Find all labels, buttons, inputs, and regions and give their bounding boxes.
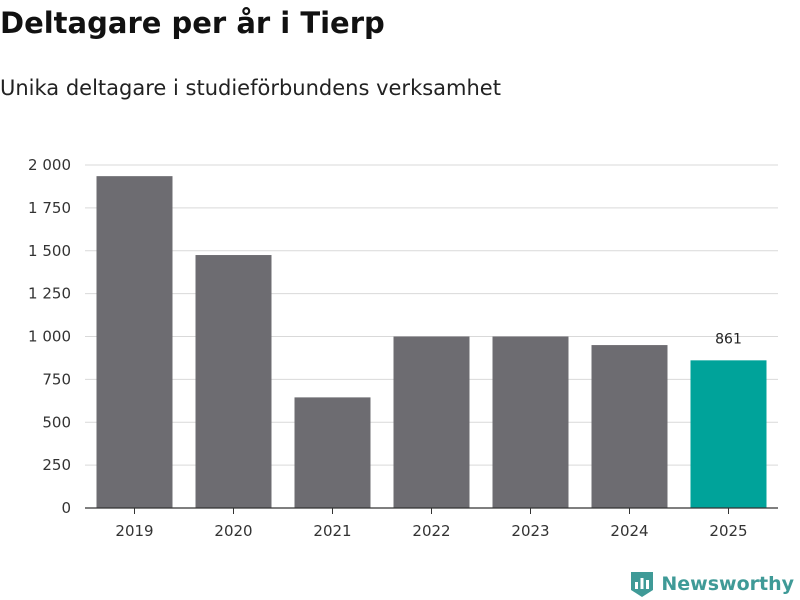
bar-2020 (195, 255, 272, 508)
y-tick-label: 1 500 (28, 242, 71, 260)
x-tick-label: 2025 (709, 522, 747, 540)
y-tick-label: 750 (42, 370, 71, 388)
newsworthy-logo-icon (631, 572, 654, 597)
brand-logo: Newsworthy (629, 570, 794, 598)
bar-2019 (96, 176, 173, 508)
bar-2024 (591, 345, 668, 508)
x-tick-label: 2024 (610, 522, 648, 540)
bar-2021 (294, 397, 371, 508)
x-tick-label: 2021 (313, 522, 351, 540)
brand-name: Newsworthy (661, 573, 794, 595)
chart-subtitle: Unika deltagare i studieförbundens verks… (0, 76, 501, 100)
bar-2023 (492, 336, 569, 508)
y-tick-label: 500 (42, 413, 71, 431)
data-label: 861 (715, 331, 742, 347)
y-tick-label: 1 750 (28, 199, 71, 217)
y-tick-label: 2 000 (28, 156, 71, 174)
y-tick-label: 1 250 (28, 285, 71, 303)
x-tick-label: 2022 (412, 522, 450, 540)
bar-2025 (690, 360, 767, 508)
x-tick-label: 2020 (214, 522, 252, 540)
bar-2022 (393, 336, 470, 508)
x-tick-label: 2023 (511, 522, 549, 540)
y-tick-label: 0 (61, 499, 71, 517)
y-tick-label: 1 000 (28, 328, 71, 346)
y-tick-label: 250 (42, 456, 71, 474)
chart-title: Deltagare per år i Tierp (0, 6, 385, 40)
x-tick-label: 2019 (115, 522, 153, 540)
